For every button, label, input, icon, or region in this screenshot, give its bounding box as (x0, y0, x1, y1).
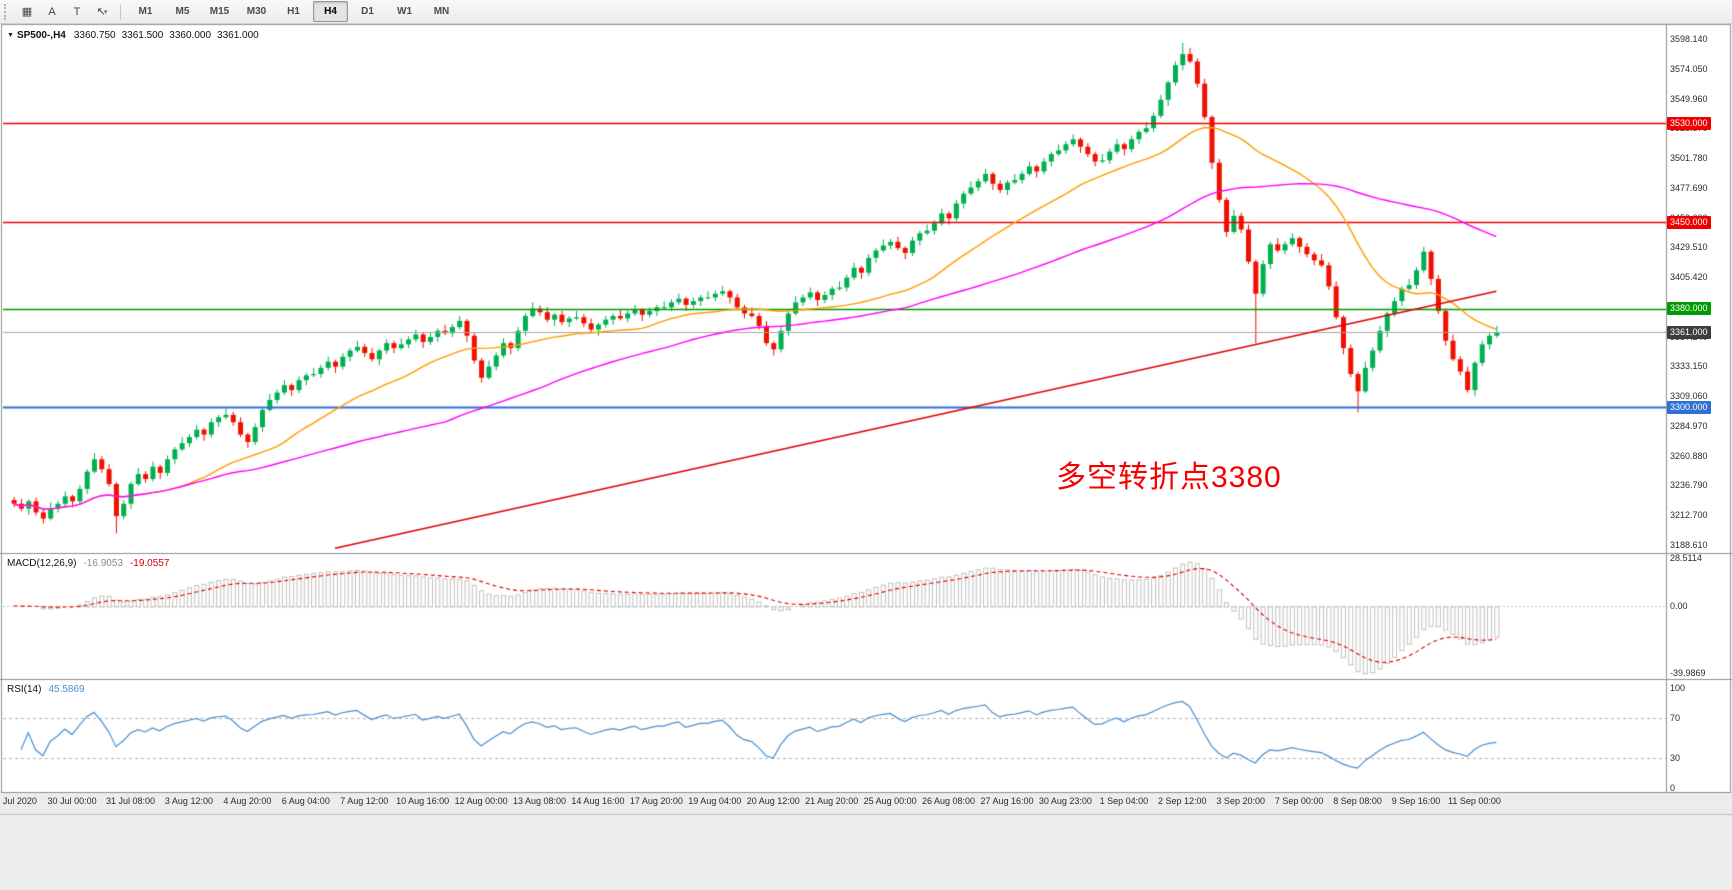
timeframe-toolbar: M1 M5 M15 M30 H1 H4 D1 W1 MN (127, 1, 460, 22)
price-axis-label: 3598.140 (1670, 34, 1708, 45)
annotation-a-icon[interactable]: A (48, 5, 56, 18)
timeframe-button-m15[interactable]: M15 (209, 6, 230, 17)
price-axis-label: 3501.780 (1670, 153, 1708, 164)
timeframe-button-m1[interactable]: M1 (138, 6, 153, 17)
price-level-tag-3361: 3361.000 (1667, 325, 1711, 339)
time-axis-label: 17 Aug 20:00 (629, 796, 683, 806)
time-axis-label: 26 Aug 08:00 (922, 796, 976, 806)
time-axis-label: 6 Aug 04:00 (281, 796, 330, 806)
timeframe-button-w1[interactable]: W1 (397, 6, 412, 17)
time-axis-label: 19 Aug 04:00 (688, 796, 742, 806)
price-axis[interactable]: 3598.1403574.0503549.9603525.8703501.780… (1667, 24, 1732, 792)
time-axis-label: 12 Aug 00:00 (454, 796, 508, 806)
time-axis-label: 14 Aug 16:00 (571, 796, 625, 806)
time-axis-label: 10 Aug 16:00 (396, 796, 450, 806)
time-axis-label: 30 Aug 23:00 (1038, 796, 1092, 806)
time-axis-label: 13 Aug 08:00 (513, 796, 567, 806)
price-axis-label: 3477.690 (1670, 182, 1708, 193)
price-axis-label: 3309.060 (1670, 391, 1708, 402)
time-axis-label: 31 Jul 08:00 (105, 796, 156, 806)
price-axis-label: 3284.970 (1670, 420, 1708, 431)
timeframe-button-mn[interactable]: MN (433, 6, 450, 17)
timeframe-button-d1[interactable]: D1 (361, 6, 374, 17)
charts-grid-icon[interactable]: ▦ (21, 6, 33, 18)
time-axis-label: 2 Sep 12:00 (1157, 796, 1207, 806)
cursor-tool-icon[interactable]: ↖ ▾ (90, 1, 114, 23)
price-level-tag-3300: 3300.000 (1667, 400, 1711, 414)
time-axis-label: 8 Sep 08:00 (1333, 796, 1382, 806)
panel-splitter-macd[interactable] (0, 549, 1732, 556)
time-axis-label: 28 Jul 2020 (0, 796, 37, 806)
price-axis-label: 3236.790 (1670, 480, 1708, 491)
price-axis-label: 3333.150 (1670, 361, 1708, 372)
time-axis-label: 7 Sep 00:00 (1274, 796, 1324, 806)
price-axis-label: 3574.050 (1670, 63, 1708, 74)
price-level-tag-3450: 3450.000 (1667, 215, 1711, 229)
time-axis-label: 1 Sep 04:00 (1099, 796, 1149, 806)
time-axis-label: 3 Aug 12:00 (164, 796, 213, 806)
toolbar-grip[interactable] (4, 3, 10, 20)
price-level-tag-3380: 3380.000 (1667, 302, 1711, 316)
toolbar: ▦ A T ↖ ▾ M1 M5 M15 M30 H1 H4 D1 W1 MN (0, 0, 1732, 24)
price-level-tag-3530: 3530.000 (1667, 116, 1711, 130)
time-axis-label: 20 Aug 12:00 (746, 796, 800, 806)
time-axis-label: 30 Jul 00:00 (47, 796, 97, 806)
time-axis-label: 11 Sep 00:00 (1447, 796, 1501, 806)
cursor-icon: ↖ (96, 6, 106, 18)
panel-splitter-rsi[interactable] (0, 675, 1732, 682)
text-tool-icon[interactable]: T (73, 5, 81, 18)
time-axis-label: 27 Aug 16:00 (980, 796, 1034, 806)
price-axis-label: 3212.700 (1670, 510, 1708, 521)
timeframe-button-m5[interactable]: M5 (175, 6, 190, 17)
price-axis-label: 3260.880 (1670, 450, 1708, 461)
time-axis[interactable]: 28 Jul 2020 30 Jul 00:00 31 Jul 08:00 3 Aug… (0, 792, 1732, 814)
timeframe-button-h1[interactable]: H1 (287, 6, 300, 17)
time-axis-label: 9 Sep 16:00 (1391, 796, 1441, 806)
price-axis-label: 3188.610 (1670, 540, 1708, 550)
time-axis-label: 3 Sep 20:00 (1216, 796, 1265, 806)
time-axis-label: 21 Aug 20:00 (805, 796, 859, 806)
timeframe-button-m30[interactable]: M30 (246, 6, 267, 17)
time-axis-label: 4 Aug 20:00 (223, 796, 272, 806)
dropdown-caret-icon: ▾ (103, 8, 108, 16)
time-axis-label: 25 Aug 00:00 (863, 796, 917, 806)
price-axis-label: 3405.420 (1670, 272, 1708, 283)
time-axis-label: 7 Aug 12:00 (340, 796, 389, 806)
timeframe-button-h4[interactable]: H4 (313, 1, 348, 22)
toolbar-separator (120, 3, 121, 20)
price-axis-label: 3429.510 (1670, 242, 1708, 253)
price-axis-label: 3549.960 (1670, 93, 1708, 104)
